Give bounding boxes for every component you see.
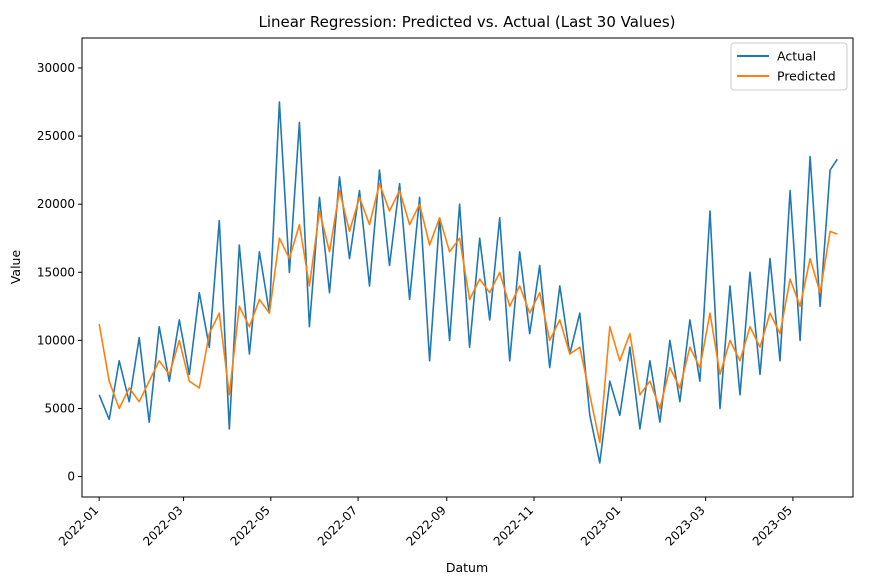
- series-line-actual: [98, 101, 838, 464]
- legend-label-actual: Actual: [777, 49, 816, 64]
- legend-frame: [730, 42, 848, 91]
- y-tick-label: 20000: [37, 197, 75, 211]
- plot-frame: [81, 37, 854, 498]
- y-axis: 0 5000 10000 15000 20000 25000 30000: [37, 61, 82, 484]
- y-tick-label: 25000: [37, 129, 75, 143]
- y-tick-label: 15000: [37, 265, 75, 279]
- x-axis-label: Datum: [446, 560, 488, 575]
- series-layer: [98, 101, 838, 464]
- legend-label-predicted: Predicted: [777, 69, 836, 84]
- y-tick-label: 10000: [37, 333, 75, 347]
- y-axis-label: Value: [8, 250, 23, 285]
- series-line-predicted: [98, 182, 838, 444]
- y-tick-label: 0: [67, 470, 75, 484]
- chart-title: Linear Regression: Predicted vs. Actual …: [258, 13, 675, 31]
- y-tick-label: 5000: [44, 401, 75, 415]
- y-tick-label: 30000: [37, 61, 75, 75]
- legend: Actual Predicted: [730, 42, 848, 91]
